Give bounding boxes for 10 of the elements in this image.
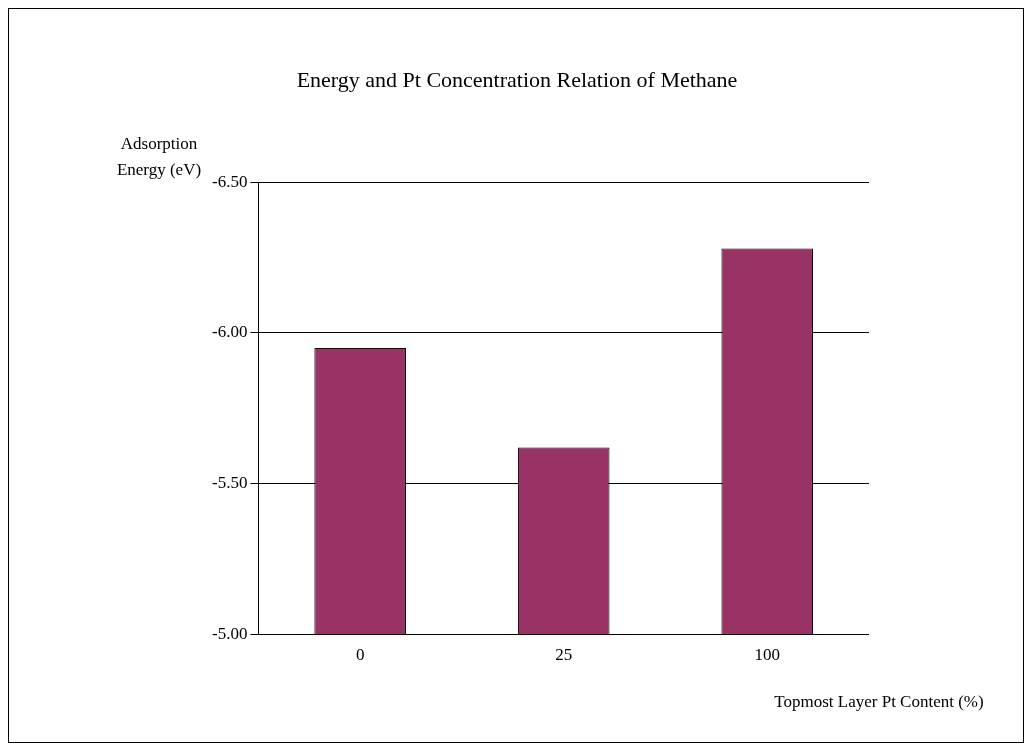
- y-axis-title: Adsorption Energy (eV): [116, 134, 202, 179]
- x-tick-label: 0: [355, 645, 365, 665]
- x-tick-label: 25: [555, 645, 573, 665]
- x-tick-label: 100: [754, 645, 780, 665]
- y-tick-label: -6.00: [211, 322, 248, 342]
- x-axis-title: Topmost Layer Pt Content (%): [773, 691, 985, 713]
- chart-title: Energy and Pt Concentration Relation of Methane: [295, 67, 739, 93]
- y-tick-label: -6.50: [211, 171, 248, 191]
- y-tick-label: -5.00: [211, 624, 248, 644]
- y-tick-label: -5.50: [211, 473, 248, 493]
